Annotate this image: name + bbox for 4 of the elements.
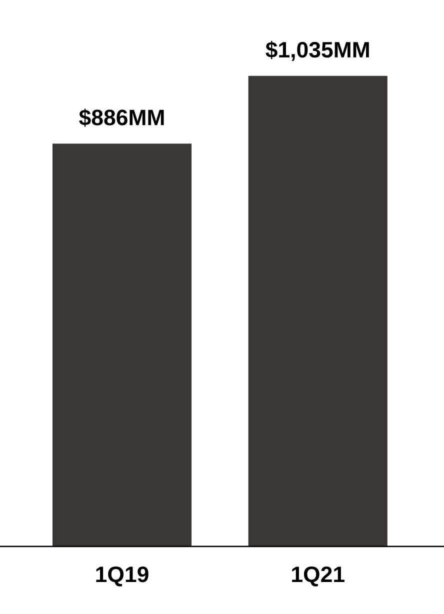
data-label: $1,035MM [266, 40, 369, 61]
x-tick-label: 1Q21 [292, 566, 344, 586]
x-tick-label: 1Q19 [96, 566, 148, 586]
data-label: $886MM [79, 108, 164, 127]
